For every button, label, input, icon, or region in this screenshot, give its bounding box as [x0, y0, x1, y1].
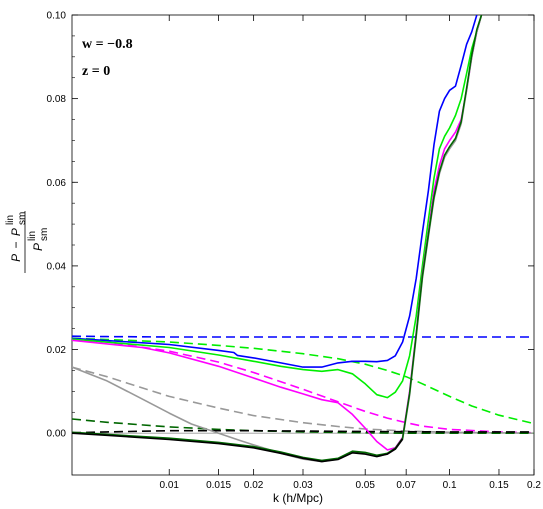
series-line-7: [72, 15, 478, 368]
series-line-3: [72, 338, 534, 434]
x-tick-label: 0.2: [527, 480, 541, 491]
x-axis-title: k (h/Mpc): [273, 491, 323, 505]
series-line-1: [72, 335, 534, 338]
y-title-minus: −: [9, 241, 23, 248]
x-tick-label: 0.015: [206, 480, 231, 491]
series-line-8: [72, 15, 483, 399]
y-tick-label: 0.08: [47, 94, 67, 105]
series-group: [72, 15, 534, 463]
y-axis-title: P − P lin sm P lin sm: [5, 211, 50, 273]
annotation-z: z = 0: [82, 64, 110, 79]
annotation-w: w = −0.8: [82, 37, 133, 52]
series-line-12: [72, 432, 404, 463]
series-line-5: [72, 418, 534, 434]
svg-text:P − P: P − P: [9, 228, 23, 262]
series-line-11: [72, 15, 483, 462]
y-title-base: P: [9, 254, 23, 262]
x-tick-label: 0.15: [489, 480, 509, 491]
y-title-sup-1: lin: [5, 215, 16, 225]
y-title-sub-2: sm: [39, 228, 50, 241]
y-title-base-2: P: [9, 228, 23, 236]
x-tick-label: 0.05: [355, 480, 375, 491]
series-line-4: [72, 366, 534, 434]
y-tick-label: 0.02: [47, 345, 67, 356]
y-tick-label: 0.00: [47, 429, 67, 440]
x-tick-label: 0.07: [396, 480, 416, 491]
x-tick-label: 0.02: [244, 480, 264, 491]
x-tick-label: 0.1: [443, 480, 457, 491]
series-line-6: [72, 429, 534, 434]
y-title-sup-2: lin: [27, 231, 38, 241]
series-line-2: [72, 337, 534, 425]
y-tick-label: 0.06: [47, 178, 67, 189]
x-tick-label: 0.01: [159, 480, 179, 491]
y-tick-label: 0.04: [47, 261, 67, 272]
x-tick-label: 0.03: [293, 480, 313, 491]
y-title-denominator: P: [31, 243, 45, 251]
y-tick-label: 0.10: [47, 11, 67, 22]
y-title-sub-1: sm: [17, 212, 28, 225]
series-line-10: [72, 15, 483, 463]
